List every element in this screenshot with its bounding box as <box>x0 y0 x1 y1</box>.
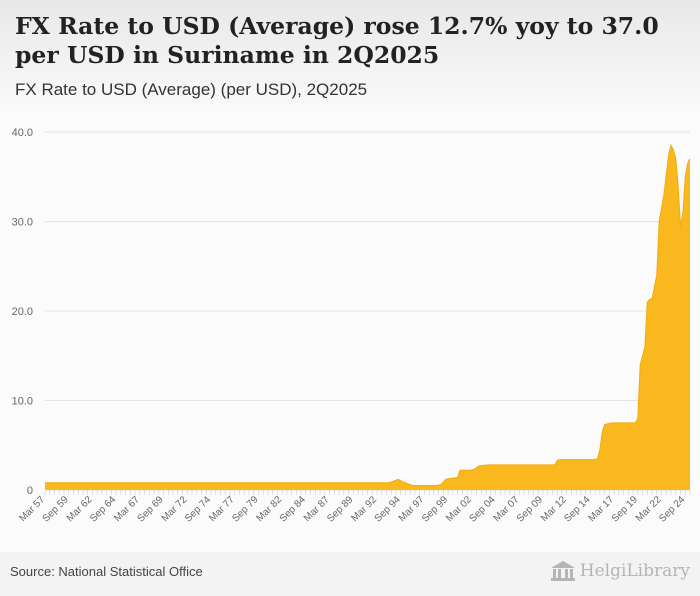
x-tick-label: Sep 09 <box>515 494 545 524</box>
x-tick-label: Sep 19 <box>610 494 640 524</box>
x-tick-label: Sep 94 <box>373 494 403 524</box>
series-line <box>45 144 691 486</box>
chart-header: FX Rate to USD (Average) rose 12.7% yoy … <box>0 0 700 112</box>
x-tick-label: Sep 14 <box>562 494 592 524</box>
logo-text: HelgiLibrary <box>579 561 690 581</box>
x-tick-label: Sep 69 <box>136 494 166 524</box>
helgi-library-logo[interactable]: HelgiLibrary <box>550 560 690 582</box>
chart-area: 0 10.0 20.0 30.0 40.0 Mar 57 Sep 59 Mar 62 Sep 6… <box>0 112 700 552</box>
chart-subtitle: FX Rate to USD (Average) (per USD), 2Q20… <box>15 80 368 99</box>
x-tick-label: Sep 64 <box>88 494 118 524</box>
y-tick-label: 40.0 <box>12 127 33 139</box>
x-tick-label: Sep 89 <box>325 494 355 524</box>
y-tick-label: 30.0 <box>12 217 33 229</box>
series-area <box>45 145 690 490</box>
y-tick-label: 10.0 <box>12 396 33 408</box>
y-tick-label: 0 <box>27 485 33 497</box>
chart-title: FX Rate to USD (Average) rose 12.7% yoy … <box>15 12 659 69</box>
source-note: Source: National Statistical Office <box>10 564 203 579</box>
x-tick-label: Sep 04 <box>467 494 497 524</box>
library-building-icon <box>550 561 575 581</box>
x-tick-label: Sep 59 <box>41 494 71 524</box>
x-tick-label: Sep 79 <box>230 494 260 524</box>
x-tick-label: Sep 24 <box>657 494 687 524</box>
x-tick-label: Sep 74 <box>183 494 213 524</box>
x-tick-label: Sep 84 <box>278 494 308 524</box>
y-tick-label: 20.0 <box>12 306 33 318</box>
x-tick-label: Sep 99 <box>420 494 450 524</box>
chart-footer: Source: National Statistical Office Helg… <box>0 552 700 596</box>
